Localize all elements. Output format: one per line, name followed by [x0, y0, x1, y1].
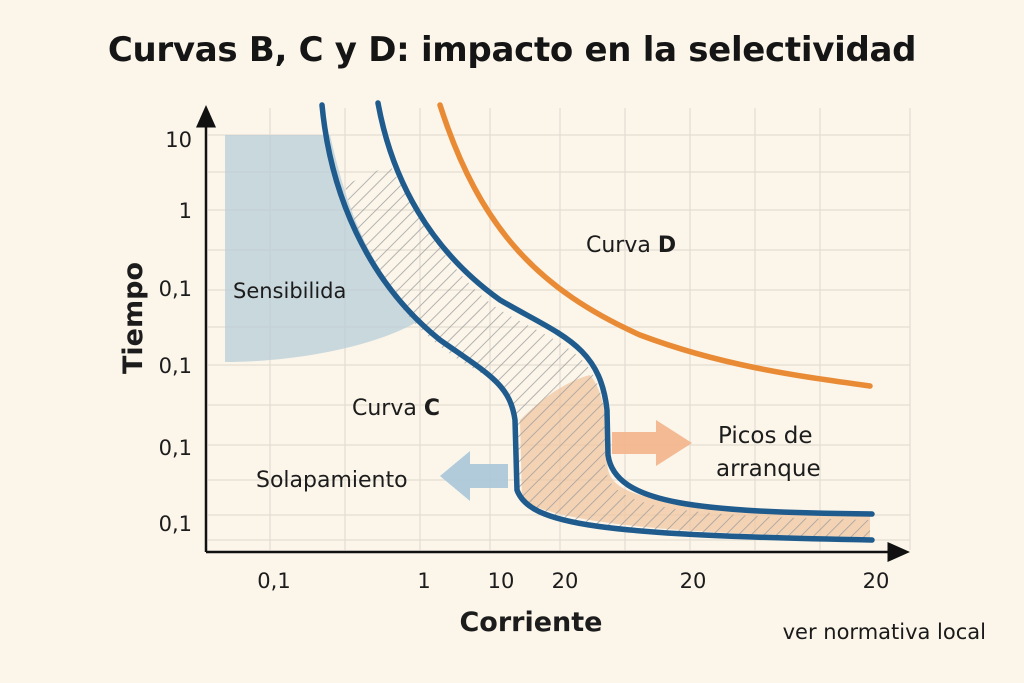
- chart-title: Curvas B, C y D: impacto en la selectivi…: [107, 30, 917, 70]
- x-axis-title: Corriente: [459, 607, 602, 638]
- startup-peaks-label-line1: Picos de: [718, 423, 813, 449]
- curve-c-left-boundary: [319, 102, 875, 543]
- curve-d-label-letter: D: [658, 233, 676, 258]
- curve-c-right-boundary: [375, 100, 875, 517]
- curve-d-label: Curva D: [586, 233, 676, 258]
- startup-peaks-arrow: [612, 420, 692, 466]
- curve-c-label: Curva C: [352, 396, 440, 421]
- y-tick-label: 1: [179, 199, 192, 223]
- x-tick-label: 20: [863, 569, 890, 593]
- x-tick-label: 20: [552, 569, 579, 593]
- sensitivity-label: Sensibilida: [233, 279, 346, 303]
- sensitivity-zone: [225, 135, 420, 362]
- y-axis-title: Tiempo: [118, 262, 149, 374]
- overlap-arrow: [440, 451, 508, 501]
- curve-d-label-text: Curva: [586, 233, 658, 258]
- y-tick-labels: 10 1 0,1 0,1 0,1 0,1: [159, 128, 192, 536]
- x-tick-labels: 0,1 1 10 20 20 20: [257, 569, 889, 593]
- x-tick-label: 0,1: [257, 569, 290, 593]
- y-tick-label: 0,1: [159, 354, 192, 378]
- curve-c-label-text: Curva: [352, 396, 424, 421]
- y-tick-label: 0,1: [159, 512, 192, 536]
- x-tick-label: 20: [680, 569, 707, 593]
- startup-peaks-label-line2: arranque: [716, 456, 821, 482]
- footnote: ver normativa local: [782, 620, 986, 644]
- overlap-hatch: [345, 165, 870, 540]
- y-tick-label: 10: [165, 128, 192, 152]
- curve-c-label-letter: C: [424, 396, 440, 421]
- x-tick-label: 10: [488, 569, 515, 593]
- overlap-label: Solapamiento: [256, 468, 408, 493]
- x-tick-label: 1: [417, 569, 430, 593]
- y-tick-label: 0,1: [159, 436, 192, 460]
- y-tick-label: 0,1: [159, 277, 192, 301]
- curve-d-line: [437, 102, 873, 389]
